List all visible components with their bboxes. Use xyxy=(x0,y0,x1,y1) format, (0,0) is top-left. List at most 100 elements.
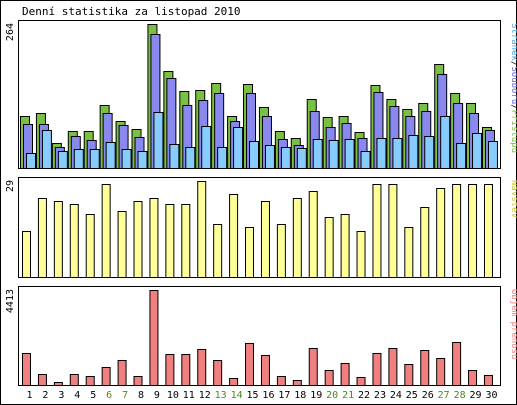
bar-visits-nvtv-day-25 xyxy=(404,227,414,278)
bar-hits-strnek-day-23 xyxy=(376,138,387,169)
y-max-label: 29 xyxy=(5,180,16,192)
bar-hits-strnek-day-28 xyxy=(456,143,467,169)
bar-visits-nvtv-day-13 xyxy=(213,224,223,278)
bar-hits-strnek-day-17 xyxy=(280,147,291,169)
x-tick-label: 7 xyxy=(122,390,128,401)
x-tick-label: 10 xyxy=(167,390,179,401)
bar-visits-nvtv-day-28 xyxy=(452,184,462,278)
bar-hits-strnek-day-27 xyxy=(440,116,451,169)
bar-volume-objempenosu-day-11 xyxy=(181,354,191,386)
bar-volume-objempenosu-day-20 xyxy=(324,370,334,386)
bar-visits-nvtv-day-1 xyxy=(22,231,31,278)
bar-volume-objempenosu-day-4 xyxy=(69,374,79,386)
bar-hits-strnek-day-21 xyxy=(344,139,355,169)
bar-volume-objempenosu-day-22 xyxy=(356,377,366,386)
x-tick-label: 24 xyxy=(390,390,402,401)
bar-visits-nvtv-day-9 xyxy=(149,198,159,278)
x-tick-label: 1 xyxy=(26,390,32,401)
bar-volume-objempenosu-day-10 xyxy=(165,354,175,386)
x-tick-label: 27 xyxy=(438,390,450,401)
x-tick-label: 22 xyxy=(358,390,370,401)
bar-visits-nvtv-day-8 xyxy=(133,201,143,278)
legend-visits: Návštěv xyxy=(509,180,517,218)
bar-visits-nvtv-day-15 xyxy=(245,227,255,278)
y-max-label: 4413 xyxy=(5,289,16,313)
x-tick-label: 11 xyxy=(183,390,195,401)
x-tick-label: 15 xyxy=(246,390,258,401)
bar-hits-strnek-day-4 xyxy=(73,149,84,169)
panel-hits: 264 Stránek/Souborů/Přístupů xyxy=(5,20,517,169)
bar-visits-nvtv-day-24 xyxy=(388,184,398,278)
bar-visits-nvtv-day-3 xyxy=(53,201,63,278)
bar-volume-objempenosu-day-29 xyxy=(468,370,478,386)
bar-visits-nvtv-day-29 xyxy=(468,184,478,278)
bar-hits-strnek-day-7 xyxy=(121,149,132,169)
bar-visits-nvtv-day-19 xyxy=(308,191,318,278)
x-tick-label: 3 xyxy=(58,390,64,401)
x-tick-label: 5 xyxy=(90,390,96,401)
bar-volume-objempenosu-day-30 xyxy=(483,375,493,386)
x-tick-label: 21 xyxy=(342,390,354,401)
x-tick-label: 28 xyxy=(454,390,466,401)
bar-hits-strnek-day-26 xyxy=(424,136,435,169)
x-tick-label: 23 xyxy=(374,390,386,401)
bar-visits-nvtv-day-6 xyxy=(101,184,111,278)
bar-visits-nvtv-day-27 xyxy=(436,188,446,278)
bar-visits-nvtv-day-12 xyxy=(197,181,207,278)
x-tick-label: 9 xyxy=(154,390,160,401)
bar-hits-strnek-day-20 xyxy=(328,140,339,169)
bar-visits-nvtv-day-10 xyxy=(165,204,175,278)
bar-visits-nvtv-day-14 xyxy=(229,194,239,278)
bar-volume-objempenosu-day-8 xyxy=(133,376,143,386)
bar-visits-nvtv-day-16 xyxy=(260,201,270,278)
bar-hits-strnek-day-25 xyxy=(408,135,419,169)
bar-hits-strnek-day-6 xyxy=(105,142,116,169)
bar-volume-objempenosu-day-1 xyxy=(22,353,31,386)
bar-volume-objempenosu-day-21 xyxy=(340,363,350,386)
bar-hits-strnek-day-29 xyxy=(472,133,483,169)
bar-volume-objempenosu-day-12 xyxy=(197,349,207,386)
bar-visits-nvtv-day-30 xyxy=(483,184,493,278)
legend-entry: / xyxy=(509,104,517,109)
bar-volume-objempenosu-day-19 xyxy=(308,348,318,386)
x-axis-labels: 1 2 3 4 5 6 7 8 9 10 11 12 13 14 15 16 17 18 19 20 21 22 23 24 2… xyxy=(26,390,497,401)
panel-volume: 4413 Objem přenosu xyxy=(5,286,517,386)
x-tick-label: 25 xyxy=(406,390,418,401)
bar-hits-strnek-day-14 xyxy=(233,127,244,169)
legend-volume: Objem přenosu xyxy=(509,289,517,359)
bar-volume-objempenosu-day-14 xyxy=(229,378,239,386)
bar-visits-nvtv-day-26 xyxy=(420,207,430,278)
bar-volume-objempenosu-day-26 xyxy=(420,350,430,386)
bar-hits-strnek-day-11 xyxy=(185,147,196,169)
x-tick-label: 14 xyxy=(231,390,243,401)
legend-entry: / xyxy=(509,61,517,66)
y-max-label: 264 xyxy=(5,23,16,41)
bar-volume-objempenosu-day-6 xyxy=(101,367,111,386)
panel-frame xyxy=(18,286,501,386)
bar-hits-strnek-day-19 xyxy=(312,139,323,169)
bar-hits-strnek-day-24 xyxy=(392,138,403,169)
bar-hits-strnek-day-13 xyxy=(217,147,228,169)
x-tick-label: 8 xyxy=(138,390,144,401)
bar-visits-nvtv-day-2 xyxy=(37,198,47,278)
legend-entry: Stránek xyxy=(509,23,517,62)
bar-hits-strnek-day-12 xyxy=(201,126,212,169)
x-tick-label: 26 xyxy=(422,390,434,401)
legend-entry: Návštěv xyxy=(509,180,517,218)
bar-volume-objempenosu-day-16 xyxy=(260,355,270,386)
legend-hits: Stránek/Souborů/Přístupů xyxy=(509,23,517,153)
legend-entry: Objem přenosu xyxy=(509,289,517,359)
bar-visits-nvtv-day-5 xyxy=(85,214,95,278)
x-tick-label: 30 xyxy=(485,390,497,401)
x-tick-label: 29 xyxy=(470,390,482,401)
x-tick-label: 12 xyxy=(199,390,211,401)
bar-hits-strnek-day-5 xyxy=(89,149,100,169)
bar-hits-strnek-day-18 xyxy=(296,148,307,169)
bar-hits-strnek-day-15 xyxy=(249,141,260,169)
bar-hits-strnek-day-16 xyxy=(264,145,275,169)
bar-volume-objempenosu-day-27 xyxy=(436,358,446,386)
bar-visits-nvtv-day-23 xyxy=(372,184,382,278)
bar-volume-objempenosu-day-25 xyxy=(404,364,414,386)
bar-volume-objempenosu-day-13 xyxy=(213,360,223,386)
chart-title: Denní statistika za listopad 2010 xyxy=(22,5,241,18)
